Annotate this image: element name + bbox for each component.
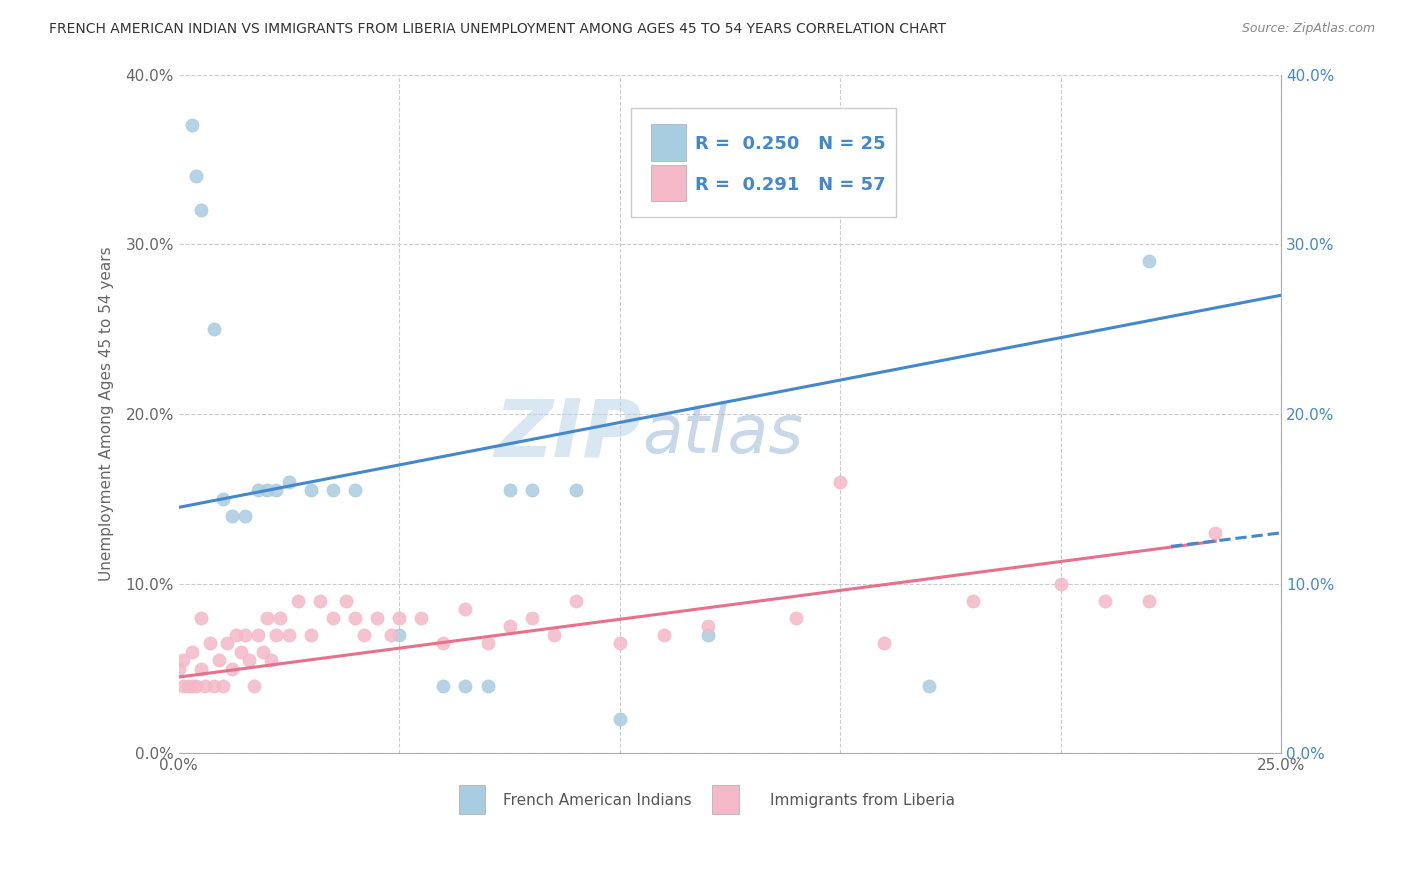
- Point: [1204, 525, 1226, 540]
- Point: [212, 491, 235, 506]
- Point: [181, 644, 204, 658]
- Text: atlas: atlas: [643, 401, 803, 467]
- Point: [697, 619, 720, 633]
- Point: [299, 483, 322, 498]
- Point: [366, 610, 388, 624]
- Point: [498, 483, 520, 498]
- Point: [454, 679, 477, 693]
- Point: [176, 679, 198, 693]
- Point: [380, 627, 402, 641]
- Point: [287, 593, 309, 607]
- Point: [697, 627, 720, 641]
- Point: [388, 627, 411, 641]
- Point: [172, 653, 194, 667]
- Point: [520, 483, 543, 498]
- Point: [202, 679, 225, 693]
- Point: [194, 679, 217, 693]
- Point: [344, 610, 367, 624]
- Point: [186, 169, 208, 184]
- FancyBboxPatch shape: [631, 109, 896, 217]
- FancyBboxPatch shape: [651, 165, 686, 202]
- Point: [609, 713, 631, 727]
- Point: [917, 679, 939, 693]
- Point: [256, 483, 278, 498]
- Point: [1094, 593, 1116, 607]
- Point: [1137, 593, 1160, 607]
- Text: ZIP: ZIP: [495, 395, 643, 474]
- FancyBboxPatch shape: [651, 124, 686, 161]
- Point: [202, 322, 225, 336]
- Point: [190, 203, 212, 218]
- Point: [190, 662, 212, 676]
- Point: [247, 627, 270, 641]
- Point: [278, 627, 301, 641]
- Point: [609, 636, 631, 650]
- Point: [477, 679, 499, 693]
- Point: [172, 679, 194, 693]
- Point: [335, 593, 357, 607]
- Text: R =  0.250   N = 25: R = 0.250 N = 25: [695, 135, 886, 153]
- Text: Source: ZipAtlas.com: Source: ZipAtlas.com: [1241, 22, 1375, 36]
- Point: [388, 610, 411, 624]
- Point: [278, 475, 301, 489]
- Point: [238, 653, 260, 667]
- Point: [1050, 576, 1073, 591]
- Point: [181, 679, 204, 693]
- Point: [785, 610, 807, 624]
- FancyBboxPatch shape: [458, 785, 485, 814]
- Point: [830, 475, 852, 489]
- Point: [411, 610, 433, 624]
- Point: [233, 508, 256, 523]
- Text: Immigrants from Liberia: Immigrants from Liberia: [770, 794, 955, 808]
- Text: FRENCH AMERICAN INDIAN VS IMMIGRANTS FROM LIBERIA UNEMPLOYMENT AMONG AGES 45 TO : FRENCH AMERICAN INDIAN VS IMMIGRANTS FRO…: [49, 22, 946, 37]
- Point: [454, 602, 477, 616]
- Point: [1137, 254, 1160, 268]
- Point: [498, 619, 520, 633]
- Point: [225, 627, 247, 641]
- Point: [233, 627, 256, 641]
- Point: [247, 483, 270, 498]
- Point: [353, 627, 375, 641]
- Point: [212, 679, 235, 693]
- Point: [543, 627, 565, 641]
- Text: R =  0.291   N = 57: R = 0.291 N = 57: [695, 176, 886, 194]
- Point: [962, 593, 984, 607]
- Y-axis label: Unemployment Among Ages 45 to 54 years: Unemployment Among Ages 45 to 54 years: [100, 247, 114, 582]
- Point: [432, 679, 454, 693]
- Point: [322, 610, 344, 624]
- Point: [344, 483, 367, 498]
- Point: [221, 662, 243, 676]
- Point: [873, 636, 896, 650]
- Point: [256, 610, 278, 624]
- Text: French American Indians: French American Indians: [503, 794, 692, 808]
- Point: [252, 644, 274, 658]
- Point: [221, 508, 243, 523]
- Point: [477, 636, 499, 650]
- Point: [264, 627, 287, 641]
- Point: [181, 119, 204, 133]
- Point: [564, 483, 586, 498]
- Point: [564, 593, 586, 607]
- Point: [260, 653, 283, 667]
- Point: [269, 610, 291, 624]
- Point: [309, 593, 332, 607]
- Point: [264, 483, 287, 498]
- Point: [217, 636, 239, 650]
- Point: [299, 627, 322, 641]
- Point: [322, 483, 344, 498]
- Point: [652, 627, 675, 641]
- FancyBboxPatch shape: [713, 785, 740, 814]
- Point: [520, 610, 543, 624]
- Point: [243, 679, 266, 693]
- Point: [207, 653, 229, 667]
- Point: [198, 636, 221, 650]
- Point: [186, 679, 208, 693]
- Point: [432, 636, 454, 650]
- Point: [229, 644, 252, 658]
- Point: [190, 610, 212, 624]
- Point: [167, 662, 190, 676]
